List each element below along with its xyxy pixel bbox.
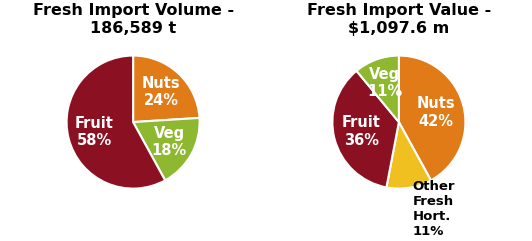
Title: Fresh Import Value -
$1,097.6 m: Fresh Import Value - $1,097.6 m [307, 3, 491, 36]
Text: Nuts
42%: Nuts 42% [417, 96, 455, 129]
Wedge shape [133, 56, 200, 122]
Wedge shape [386, 122, 431, 189]
Wedge shape [66, 56, 165, 189]
Wedge shape [133, 118, 200, 180]
Wedge shape [399, 56, 466, 180]
Text: Veg
18%: Veg 18% [152, 126, 187, 158]
Wedge shape [332, 71, 399, 187]
Title: Fresh Import Volume -
186,589 t: Fresh Import Volume - 186,589 t [32, 3, 234, 36]
Text: Fruit
58%: Fruit 58% [75, 116, 114, 148]
Text: Other
Fresh
Hort.
11%: Other Fresh Hort. 11% [413, 180, 455, 238]
Wedge shape [356, 56, 399, 122]
Text: Nuts
24%: Nuts 24% [142, 76, 181, 108]
Text: Fruit
36%: Fruit 36% [342, 115, 381, 148]
Text: Veg
11%: Veg 11% [367, 67, 403, 100]
